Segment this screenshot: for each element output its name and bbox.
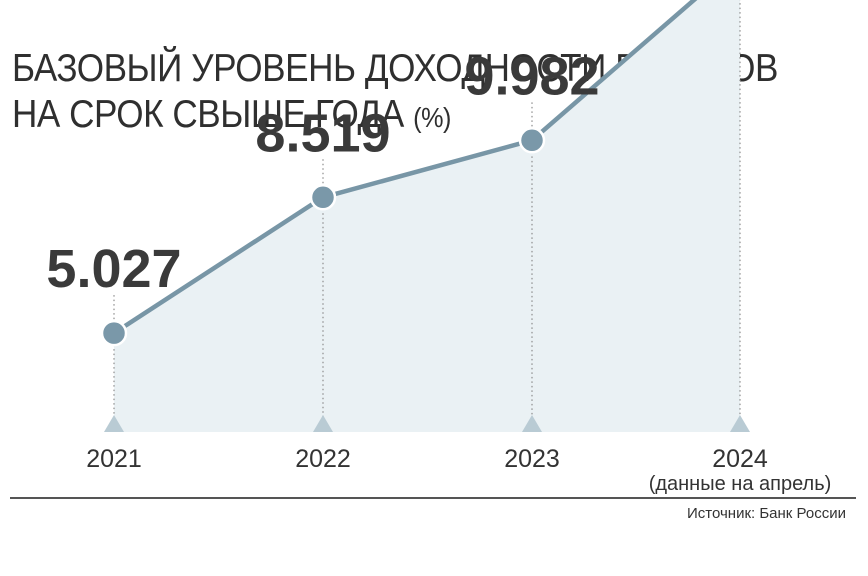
data-point-2023 xyxy=(518,127,546,154)
series-line xyxy=(111,0,698,336)
value-label-2022: 8.519 xyxy=(255,103,390,163)
area-fill xyxy=(114,0,740,432)
axis-marker-2022 xyxy=(313,415,333,432)
chart-title-unit: (%) xyxy=(413,102,451,133)
chart-title-line-2-text: НА СРОК СВЫШЕ ГОДА xyxy=(12,93,404,136)
category-label-2021: 2021 xyxy=(86,445,142,473)
category-label-2022: 2022 xyxy=(295,445,351,473)
category-note-2024: (данные на апрель) xyxy=(649,473,832,495)
data-point-2021 xyxy=(100,319,128,347)
axis-marker-2023 xyxy=(522,415,542,432)
data-point-2022 xyxy=(309,184,337,211)
value-label-2023: 9.982 xyxy=(464,46,599,106)
axis-marker-2024 xyxy=(730,415,750,432)
category-label-2023: 2023 xyxy=(504,445,560,473)
bottom-rule xyxy=(10,497,856,499)
category-label-2024: 2024 xyxy=(712,445,768,473)
axis-marker-2021 xyxy=(104,415,124,432)
line-chart: 5.0278.5199.98214.6152021202220232024(да… xyxy=(46,0,832,495)
source-note: Источник: Банк России xyxy=(686,505,846,522)
chart-title-line-2: НА СРОК СВЫШЕ ГОДА (%) xyxy=(12,92,778,141)
value-label-2021: 5.027 xyxy=(46,239,181,299)
